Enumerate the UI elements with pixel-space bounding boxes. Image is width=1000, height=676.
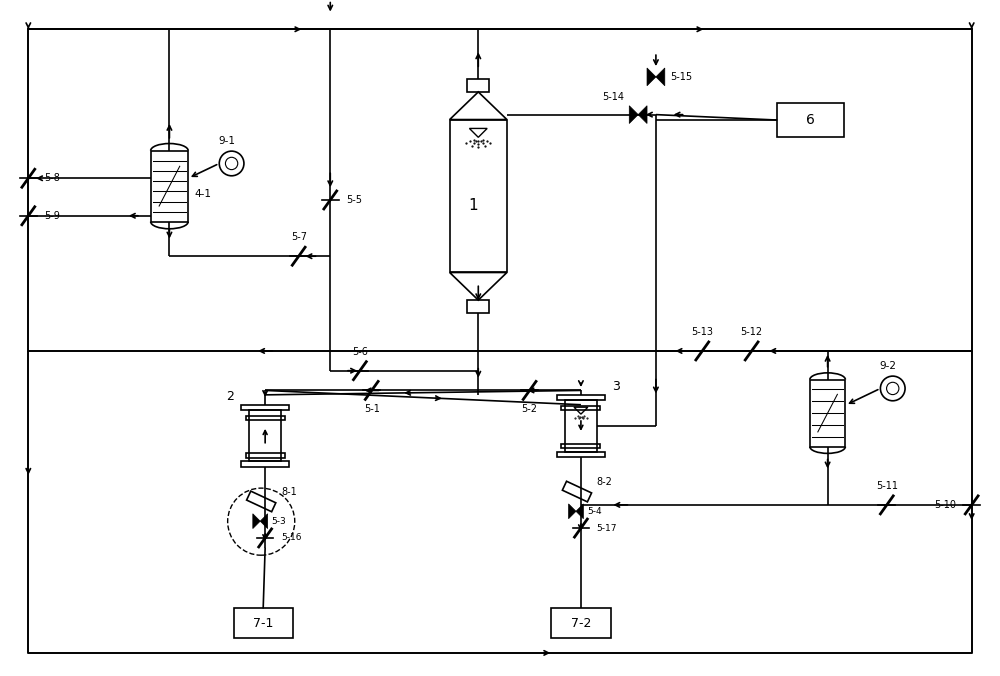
Polygon shape [647,68,656,86]
Text: 5-11: 5-11 [876,481,898,491]
Polygon shape [253,514,260,529]
Bar [28,29,972,351]
Text: 5-6: 5-6 [352,347,368,357]
Text: 6: 6 [806,113,815,127]
Bar [241,462,289,467]
Bar [810,379,845,447]
Bar [234,608,293,638]
Bar [557,452,605,457]
Bar [561,406,600,410]
Bar [241,405,289,410]
Bar [246,416,285,420]
Text: 4-1: 4-1 [194,189,211,199]
Text: 5-5: 5-5 [346,195,362,205]
Bar [450,120,507,272]
Text: 2: 2 [226,390,234,403]
Text: 5-9: 5-9 [44,211,60,221]
Text: 8-2: 8-2 [597,477,613,487]
Polygon shape [576,504,583,518]
Polygon shape [629,105,638,124]
Bar [565,400,597,452]
Text: 5-17: 5-17 [597,524,617,533]
Text: 5-8: 5-8 [44,173,60,183]
Text: 5-7: 5-7 [291,233,307,243]
Bar [467,79,489,92]
Text: 5-1: 5-1 [364,404,380,414]
Text: 5-15: 5-15 [670,72,692,82]
Text: 5-13: 5-13 [691,327,713,337]
Text: 7-1: 7-1 [253,617,273,630]
Text: 7-2: 7-2 [571,617,591,630]
Bar [151,151,188,222]
Text: 8-1: 8-1 [281,487,297,497]
Text: 9-1: 9-1 [218,136,235,146]
Bar [777,103,844,137]
Polygon shape [656,68,665,86]
Text: 5-10: 5-10 [934,500,956,510]
Bar [561,443,600,448]
Text: 5-16: 5-16 [281,533,301,542]
Text: 5-2: 5-2 [522,404,538,414]
Text: 5-4: 5-4 [587,507,601,516]
Text: 3: 3 [612,380,620,393]
Text: 1: 1 [469,198,478,214]
Text: 5-12: 5-12 [741,327,763,337]
Polygon shape [638,105,647,124]
Bar [551,608,611,638]
Text: 5-3: 5-3 [271,516,286,526]
Polygon shape [260,514,268,529]
Bar [246,454,285,458]
Text: 5-14: 5-14 [602,92,624,102]
Bar [249,410,281,462]
Polygon shape [569,504,576,518]
Bar [467,300,489,313]
Bar [557,395,605,400]
Text: 9-2: 9-2 [879,361,896,371]
